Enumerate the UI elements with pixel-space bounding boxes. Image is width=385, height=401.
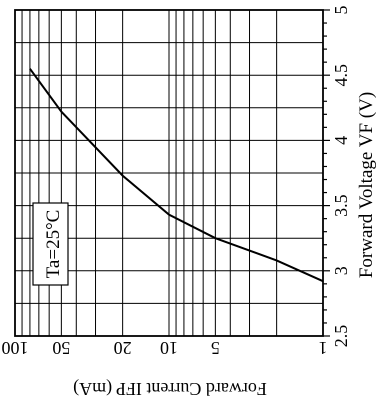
plot-area	[14, 9, 330, 337]
y-tick-label: 2.5	[331, 325, 351, 348]
x-tick-label: 20	[114, 338, 132, 358]
series-line	[29, 68, 324, 283]
y-tick-label: 5	[331, 6, 351, 15]
annotation-text: Ta=25°C	[43, 210, 64, 279]
y-tick-label: 3.5	[331, 194, 351, 217]
x-tick-label: 100	[2, 338, 29, 358]
y-axis-label: Forward Voltage VF (V)	[356, 92, 377, 278]
x-tick-label: 1	[319, 338, 328, 358]
annotation-box	[32, 202, 69, 286]
x-tick-label: 10	[160, 338, 178, 358]
annotation-layer: Ta=25°C	[32, 202, 69, 286]
y-tick-label: 4.5	[331, 64, 351, 87]
plot-frame	[14, 9, 324, 337]
y-tick-label: 3	[331, 266, 351, 275]
x-tick-label: 50	[52, 338, 70, 358]
x-axis-label: Forward Current IFP (mA)	[73, 378, 267, 396]
x-tick-label: 5	[211, 338, 220, 358]
tick-labels: 1 5 10 20 50 100 2.5 3 3.5 4 4.5 5	[2, 6, 352, 359]
y-tick-label: 4	[331, 136, 351, 145]
